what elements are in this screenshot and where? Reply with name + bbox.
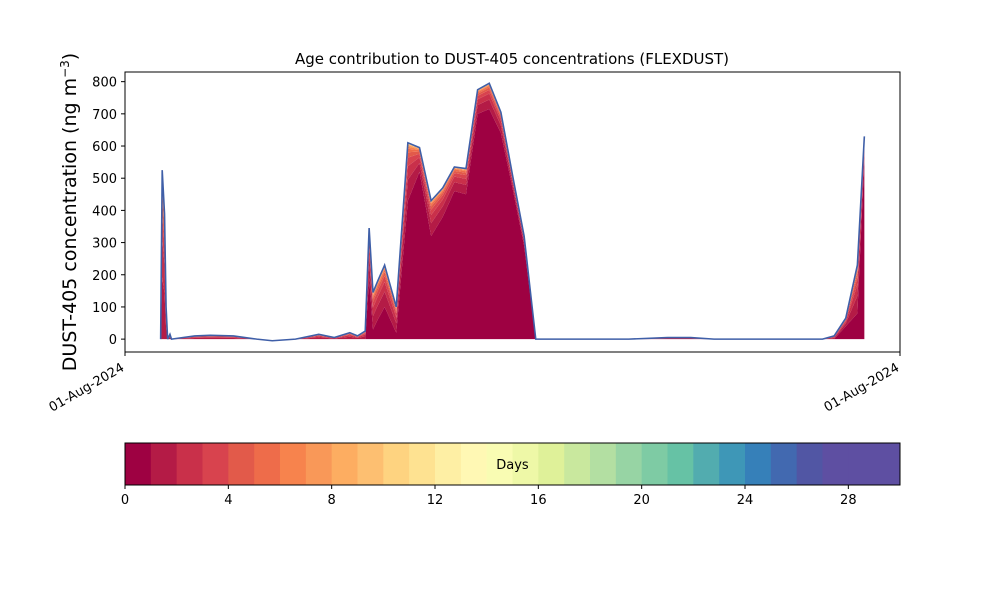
- colorbar-segment-14: [486, 443, 513, 485]
- colorbar-segment-24: [745, 443, 772, 485]
- colorbar-tick-label-16: 16: [530, 493, 547, 508]
- plot-frame: [124, 71, 901, 353]
- y-axis-label: DUST-405 concentration (ng m−3): [58, 53, 81, 371]
- colorbar-segment-3: [202, 443, 229, 485]
- chart-title: Age contribution to DUST-405 concentrati…: [295, 50, 729, 68]
- y-tick-label-100: 100: [92, 301, 117, 316]
- colorbar-segment-4: [228, 443, 255, 485]
- y-tick-label-0: 0: [109, 333, 117, 348]
- colorbar-label: Days: [496, 458, 529, 473]
- colorbar-segment-2: [176, 443, 203, 485]
- y-tick-label-500: 500: [92, 172, 117, 187]
- age-layer-0: [160, 109, 865, 340]
- colorbar-segment-6: [280, 443, 307, 485]
- colorbar-tick-label-4: 4: [224, 493, 232, 508]
- colorbar-tick-label-28: 28: [840, 493, 857, 508]
- colorbar-tick-label-24: 24: [737, 493, 754, 508]
- y-tick-label-200: 200: [92, 269, 117, 284]
- colorbar-segment-9: [357, 443, 384, 485]
- colorbar-segment-17: [564, 443, 591, 485]
- colorbar-segment-19: [615, 443, 643, 485]
- colorbar-segment-26: [796, 443, 823, 485]
- colorbar-segment-22: [693, 443, 720, 485]
- colorbar-segment-25: [770, 443, 798, 485]
- colorbar-segment-5: [254, 443, 281, 485]
- colorbar-segment-13: [460, 443, 488, 485]
- y-tick-label-600: 600: [92, 140, 117, 155]
- total-concentration-line: [159, 82, 866, 342]
- colorbar-segment-1: [150, 443, 178, 485]
- colorbar-segment-8: [331, 443, 358, 485]
- y-tick-label-700: 700: [92, 108, 117, 123]
- colorbar-segment-23: [719, 443, 746, 485]
- colorbar-segment-29: [874, 443, 901, 485]
- y-axis-label-main: DUST-405 concentration (ng m: [59, 78, 81, 371]
- colorbar-segment-16: [538, 443, 565, 485]
- colorbar-segment-15: [512, 443, 539, 485]
- colorbar-frame: [124, 442, 901, 486]
- colorbar-segment-12: [435, 443, 462, 485]
- colorbar-segment-10: [383, 443, 410, 485]
- colorbar-tick-label-8: 8: [328, 493, 336, 508]
- colorbar-segment-11: [409, 443, 436, 485]
- colorbar-tick-label-0: 0: [121, 493, 129, 508]
- colorbar-segment-18: [590, 443, 617, 485]
- colorbar-tick-label-20: 20: [633, 493, 650, 508]
- colorbar-segment-0: [125, 443, 152, 485]
- colorbar-segment-21: [667, 443, 694, 485]
- colorbar-segment-28: [848, 443, 875, 485]
- y-axis-label-sup: −3: [58, 60, 72, 78]
- y-tick-label-800: 800: [92, 76, 117, 91]
- y-axis-label-close: ): [59, 53, 81, 60]
- colorbar: Days 0 4 8 12 16 20 24 28: [121, 442, 901, 508]
- y-tick-label-400: 400: [92, 204, 117, 219]
- y-tick-label-300: 300: [92, 237, 117, 252]
- colorbar-segment-7: [305, 443, 333, 485]
- colorbar-segment-27: [822, 443, 849, 485]
- colorbar-tick-label-12: 12: [427, 493, 444, 508]
- colorbar-segment-20: [641, 443, 668, 485]
